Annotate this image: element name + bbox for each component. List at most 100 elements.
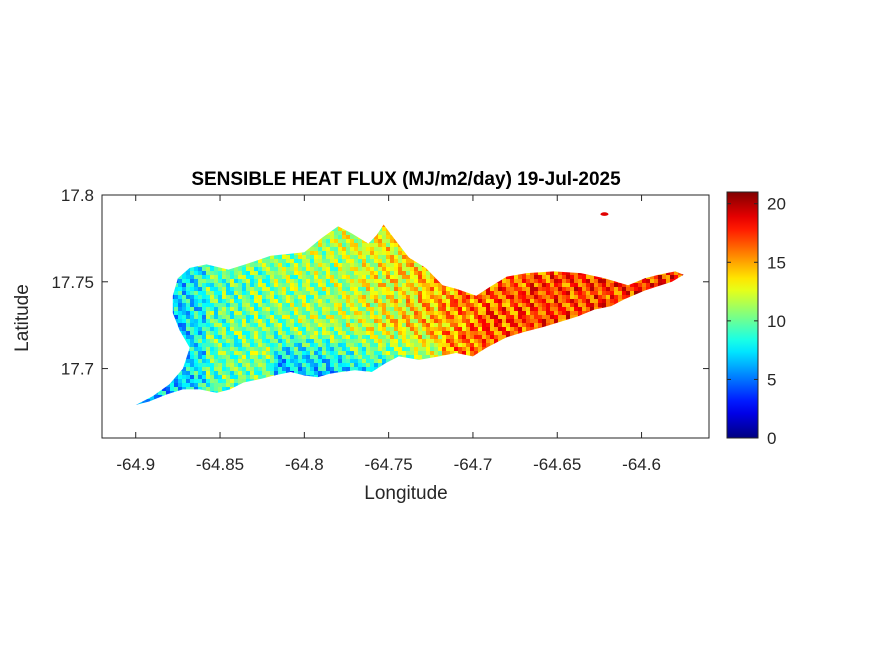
field-cell — [350, 319, 354, 323]
field-cell — [390, 295, 394, 299]
field-cell — [318, 311, 322, 315]
field-cell — [210, 375, 214, 379]
field-cell — [250, 295, 254, 299]
field-cell — [366, 243, 370, 247]
field-cell — [282, 271, 286, 275]
field-cell — [218, 323, 222, 327]
field-cell — [422, 303, 426, 307]
field-cell — [226, 367, 230, 371]
field-cell — [382, 303, 386, 307]
field-cell — [370, 315, 374, 319]
field-cell — [334, 347, 338, 351]
field-cell — [390, 251, 394, 255]
field-cell — [378, 331, 382, 335]
field-cell — [330, 231, 334, 235]
field-cell — [206, 303, 210, 307]
field-cell — [294, 263, 298, 267]
field-cell — [186, 287, 190, 291]
field-cell — [194, 283, 198, 287]
field-cell — [382, 315, 386, 319]
field-cell — [362, 251, 366, 255]
field-cell — [314, 251, 318, 255]
field-cell — [354, 303, 358, 307]
field-cell — [346, 263, 350, 267]
field-cell — [210, 355, 214, 359]
field-cell — [338, 291, 342, 295]
field-cell — [358, 363, 362, 367]
field-cell — [382, 339, 386, 343]
field-cell — [362, 339, 366, 343]
field-cell — [370, 319, 374, 323]
field-cell — [258, 363, 262, 367]
field-cell — [210, 323, 214, 327]
field-cell — [354, 243, 358, 247]
field-cell — [406, 275, 410, 279]
field-cell — [190, 387, 194, 391]
field-cell — [350, 307, 354, 311]
field-cell — [226, 295, 230, 299]
field-cell — [210, 295, 214, 299]
field-cell — [178, 291, 182, 295]
field-cell — [314, 315, 318, 319]
field-cell — [270, 263, 274, 267]
field-cell — [346, 239, 350, 243]
field-cell — [314, 347, 318, 351]
field-cell — [370, 267, 374, 271]
field-cell — [254, 375, 258, 379]
field-cell — [398, 299, 402, 303]
field-cell — [350, 339, 354, 343]
field-cell — [398, 327, 402, 331]
field-cell — [206, 279, 210, 283]
field-cell — [358, 303, 362, 307]
field-cell — [194, 319, 198, 323]
field-cell — [394, 307, 398, 311]
field-cell — [202, 355, 206, 359]
field-cell — [426, 283, 430, 287]
field-cell — [310, 295, 314, 299]
field-cell — [218, 327, 222, 331]
field-cell — [182, 323, 186, 327]
field-cell — [242, 303, 246, 307]
field-cell — [198, 367, 202, 371]
field-cell — [254, 359, 258, 363]
field-cell — [298, 291, 302, 295]
field-cell — [258, 347, 262, 351]
field-cell — [262, 371, 266, 375]
field-cell — [322, 319, 326, 323]
field-cell — [258, 295, 262, 299]
field-cell — [190, 379, 194, 383]
field-cell — [414, 307, 418, 311]
field-cell — [278, 331, 282, 335]
field-cell — [318, 367, 322, 371]
field-cell — [426, 347, 430, 351]
field-cell — [322, 311, 326, 315]
field-cell — [222, 359, 226, 363]
field-cell — [258, 327, 262, 331]
field-cell — [346, 323, 350, 327]
field-cell — [358, 331, 362, 335]
field-cell — [182, 271, 186, 275]
field-cell — [214, 267, 218, 271]
field-cell — [262, 339, 266, 343]
field-cell — [182, 307, 186, 311]
field-cell — [306, 299, 310, 303]
field-cell — [330, 355, 334, 359]
field-cell — [334, 343, 338, 347]
field-cell — [282, 263, 286, 267]
field-cell — [242, 343, 246, 347]
field-cell — [286, 299, 290, 303]
field-cell — [350, 271, 354, 275]
field-cell — [298, 263, 302, 267]
field-cell — [242, 279, 246, 283]
field-cell — [282, 371, 286, 375]
field-cell — [254, 331, 258, 335]
field-cell — [350, 287, 354, 291]
field-cell — [346, 347, 350, 351]
field-cell — [278, 343, 282, 347]
field-cell — [422, 315, 426, 319]
field-cell — [222, 375, 226, 379]
field-cell — [282, 287, 286, 291]
field-cell — [274, 283, 278, 287]
field-cell — [266, 275, 270, 279]
field-cell — [234, 375, 238, 379]
